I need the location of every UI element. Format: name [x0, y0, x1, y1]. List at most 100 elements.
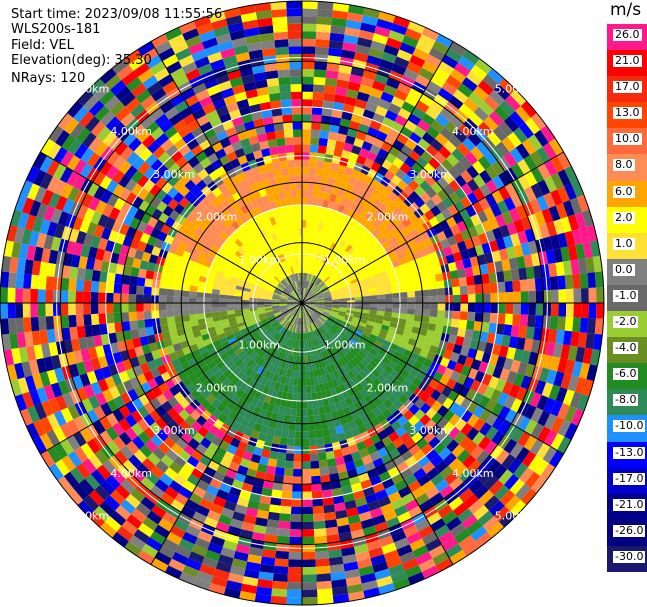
velocity-gate	[382, 279, 391, 286]
velocity-gate	[357, 361, 367, 371]
velocity-gate	[255, 336, 263, 344]
velocity-gate	[417, 138, 431, 151]
velocity-gate	[267, 403, 275, 413]
velocity-gate	[310, 243, 315, 252]
velocity-gate	[369, 299, 378, 303]
velocity-gate	[302, 506, 314, 515]
velocity-gate	[449, 326, 459, 336]
velocity-gate	[251, 64, 266, 75]
velocity-gate	[91, 269, 101, 282]
velocity-gate	[314, 289, 321, 295]
velocity-gate	[307, 307, 315, 313]
velocity-gate	[312, 313, 319, 320]
colorbar-segment: -30.0	[607, 545, 647, 572]
azimuth-spoke	[150, 41, 454, 565]
velocity-gate	[337, 164, 347, 174]
velocity-gate	[177, 467, 191, 481]
velocity-gate	[171, 551, 189, 566]
velocity-gate	[130, 266, 140, 278]
velocity-gate	[442, 246, 453, 257]
velocity-gate	[448, 192, 461, 205]
velocity-gate	[181, 290, 190, 298]
velocity-gate	[219, 232, 230, 242]
velocity-gate	[431, 412, 443, 425]
velocity-gate	[137, 431, 151, 445]
velocity-gate	[105, 116, 121, 132]
velocity-gate	[466, 401, 479, 415]
velocity-gate	[262, 480, 274, 490]
velocity-gate	[105, 474, 121, 490]
velocity-gate	[418, 425, 431, 438]
velocity-gate	[439, 126, 454, 141]
velocity-gate	[399, 42, 416, 55]
velocity-gate	[311, 483, 322, 492]
velocity-gate	[105, 303, 114, 314]
velocity-gate	[406, 426, 419, 438]
velocity-gate	[221, 340, 231, 349]
velocity-gate	[415, 551, 433, 566]
velocity-gate	[372, 377, 383, 388]
velocity-gate	[247, 403, 256, 414]
velocity-gate	[325, 267, 333, 275]
velocity-gate	[363, 254, 372, 262]
velocity-gate	[336, 284, 345, 290]
velocity-gate	[124, 427, 138, 441]
velocity-gate	[142, 516, 159, 531]
velocity-gate	[311, 323, 316, 331]
velocity-gate	[318, 459, 328, 469]
velocity-gate	[307, 182, 315, 191]
velocity-gate	[376, 412, 387, 424]
velocity-gate	[260, 220, 269, 230]
velocity-gate	[570, 259, 580, 275]
velocity-gate	[292, 290, 298, 298]
velocity-gate	[315, 31, 331, 41]
velocity-gate	[416, 263, 426, 272]
velocity-gate	[253, 334, 261, 342]
velocity-gate	[493, 84, 511, 101]
velocity-gate	[442, 196, 454, 209]
velocity-gate	[318, 317, 326, 324]
velocity-gate	[290, 521, 302, 530]
velocity-gate	[327, 465, 339, 475]
velocity-gate	[294, 370, 299, 379]
velocity-gate	[428, 436, 441, 449]
velocity-gate	[284, 407, 291, 416]
velocity-gate	[191, 248, 202, 257]
velocity-gate	[236, 261, 246, 270]
velocity-gate	[260, 237, 269, 247]
velocity-gate	[185, 35, 202, 48]
velocity-gate	[309, 453, 319, 462]
velocity-gate	[235, 51, 251, 63]
velocity-gate	[247, 499, 260, 510]
velocity-gate	[430, 454, 444, 468]
velocity-gate	[206, 109, 220, 122]
velocity-gate	[243, 333, 252, 341]
velocity-gate	[503, 474, 520, 490]
velocity-gate	[98, 313, 107, 325]
velocity-gate	[405, 319, 414, 327]
velocity-gate	[337, 314, 346, 320]
velocity-gate	[114, 141, 129, 156]
velocity-gate	[319, 367, 326, 376]
velocity-gate	[106, 193, 119, 208]
velocity-gate	[128, 311, 137, 322]
velocity-gate	[159, 317, 168, 326]
velocity-gate	[243, 410, 253, 421]
velocity-gate	[338, 293, 347, 298]
velocity-gate	[295, 317, 299, 325]
velocity-gate	[281, 328, 287, 336]
velocity-gate	[69, 266, 79, 280]
velocity-gate	[302, 136, 311, 145]
velocity-gate	[513, 291, 521, 303]
velocity-gate	[233, 330, 242, 338]
velocity-gate	[569, 391, 583, 409]
velocity-gate	[404, 156, 417, 169]
velocity-gate	[199, 96, 213, 108]
velocity-gate	[506, 370, 518, 385]
velocity-gate	[182, 346, 192, 356]
velocity-gate	[115, 504, 131, 521]
velocity-gate	[361, 454, 373, 466]
velocity-gate	[185, 426, 198, 438]
velocity-gate	[348, 260, 357, 268]
velocity-gate	[497, 200, 509, 214]
